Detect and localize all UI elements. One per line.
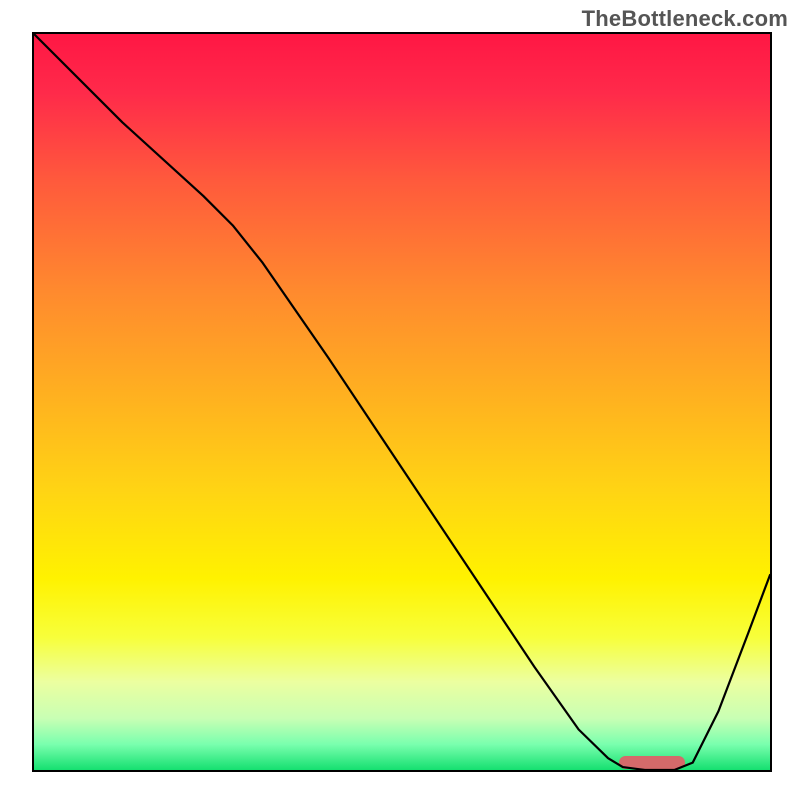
- curve-path: [34, 34, 770, 770]
- bottleneck-curve: [0, 0, 800, 800]
- chart-container: { "watermark": { "text": "TheBottleneck.…: [0, 0, 800, 800]
